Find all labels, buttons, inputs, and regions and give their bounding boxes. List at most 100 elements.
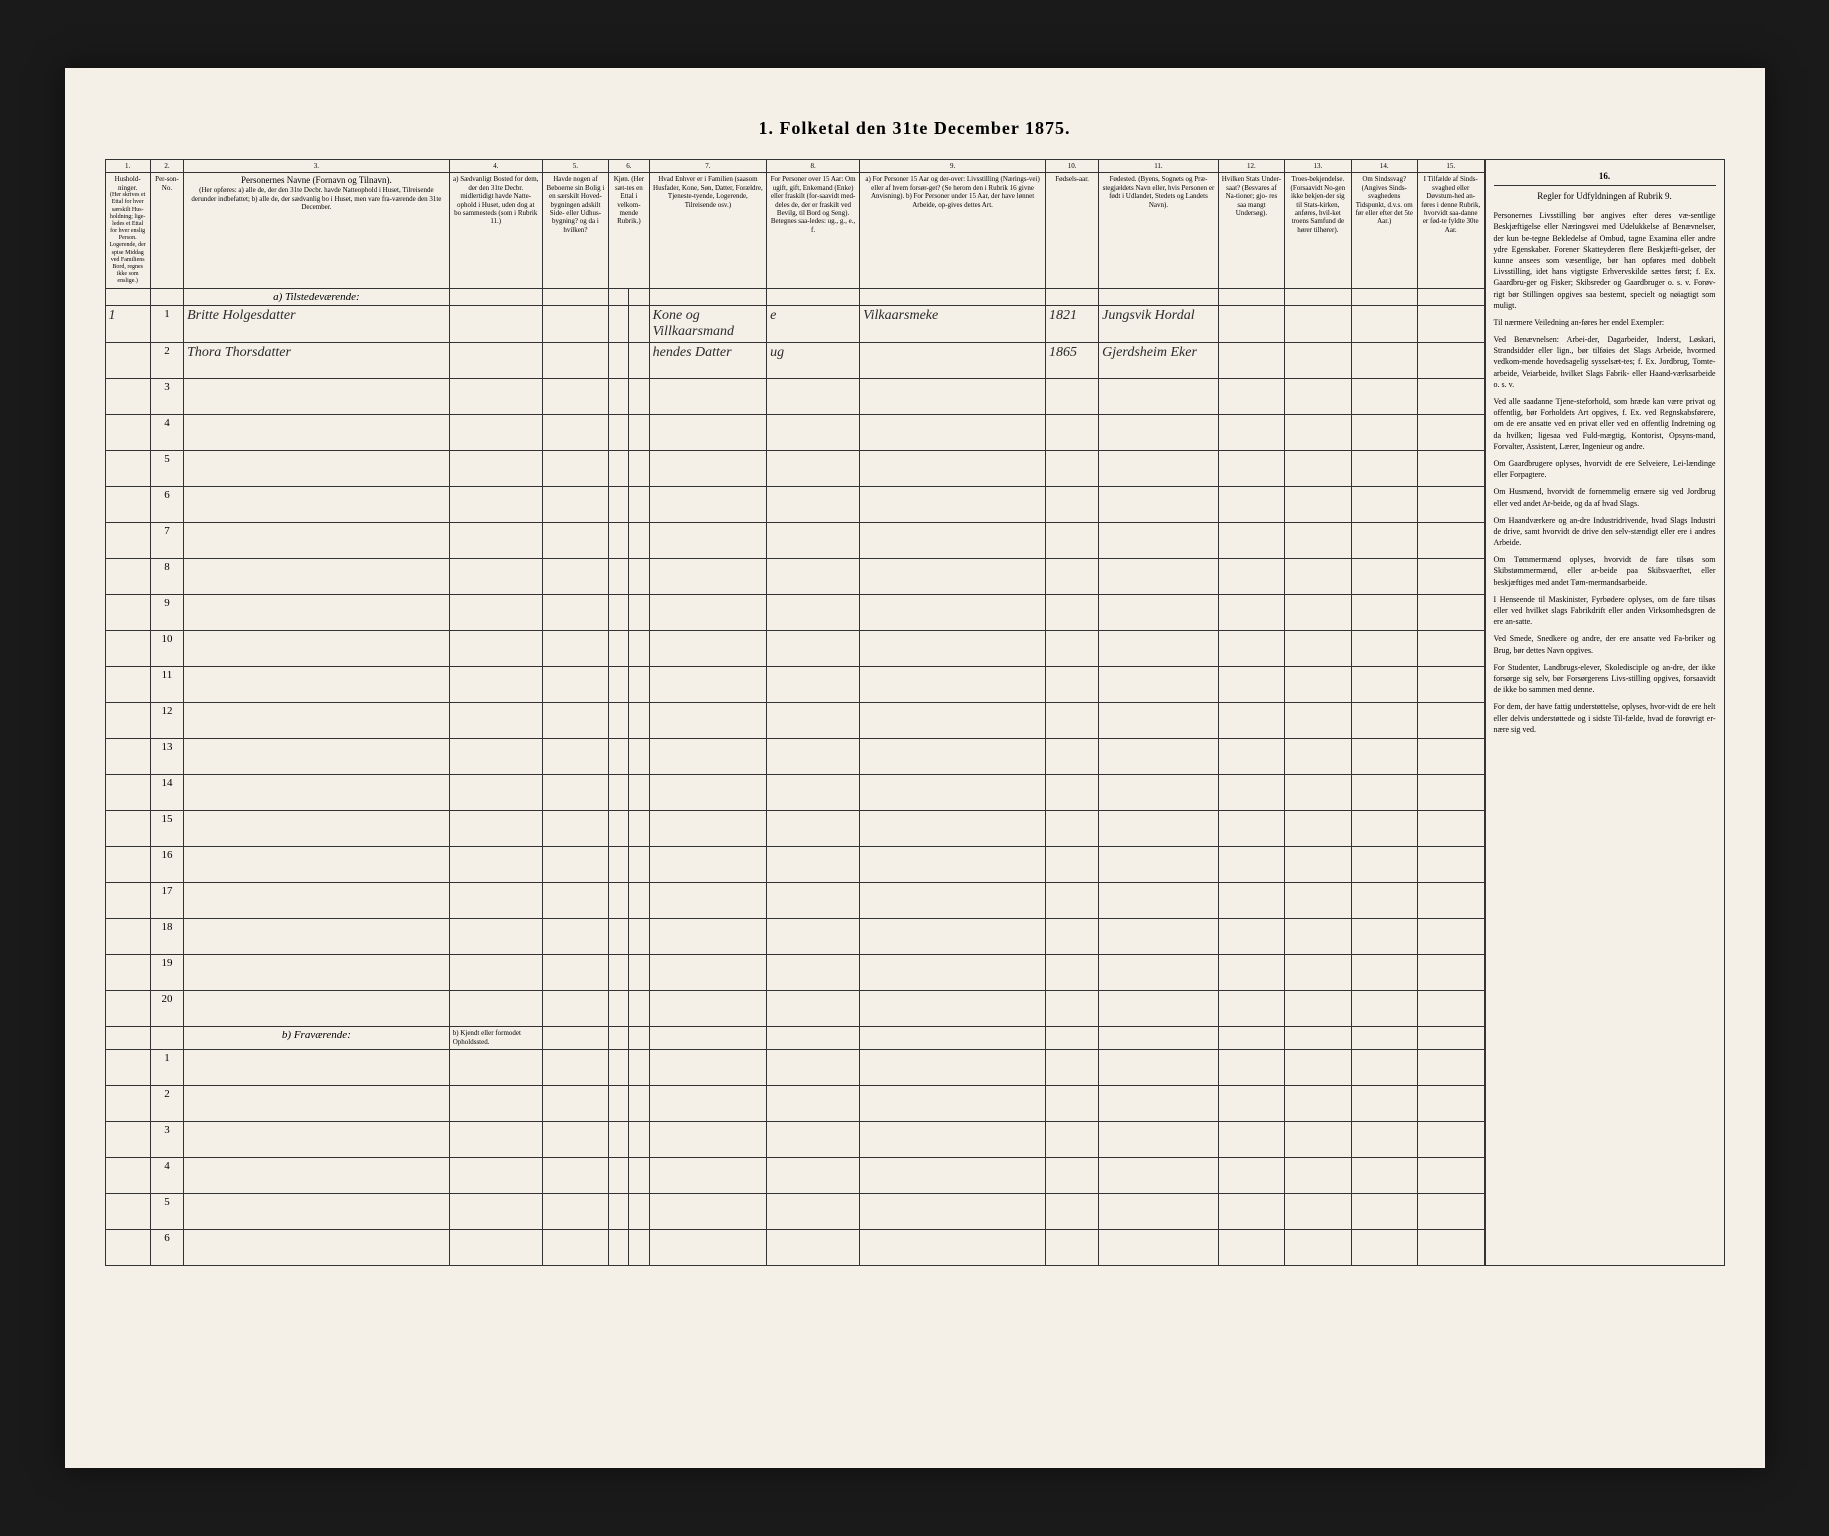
cell-7 [649, 1229, 766, 1265]
cell-4 [449, 1049, 542, 1085]
cell-15 [1417, 954, 1484, 990]
cell-person-num: 18 [150, 918, 183, 954]
cell-14 [1351, 630, 1417, 666]
cell-12 [1218, 522, 1284, 558]
cell-household [105, 594, 150, 630]
cell-9 [860, 558, 1046, 594]
cell-12 [1218, 305, 1284, 342]
cell-person-num: 4 [150, 1157, 183, 1193]
cell-person-num: 2 [150, 342, 183, 378]
instructions-title: Regler for Udfyldningen af Rubrik 9. [1494, 190, 1716, 203]
cell-5 [542, 414, 608, 450]
cell-15 [1417, 558, 1484, 594]
cell-6a [609, 378, 629, 414]
cell-13 [1285, 918, 1351, 954]
cell-person-num: 20 [150, 990, 183, 1026]
cell-8 [767, 990, 860, 1026]
cell-4 [449, 666, 542, 702]
instruction-paragraph: Om Husmænd, hvorvidt de fornemmelig ernæ… [1494, 486, 1716, 508]
cell-4 [449, 1085, 542, 1121]
cell-4 [449, 882, 542, 918]
header-1: Hushold-ninger. (Her skrives et Ettal fo… [105, 173, 150, 288]
cell-13 [1285, 666, 1351, 702]
col-num-11: 11. [1099, 160, 1219, 173]
cell-household [105, 1193, 150, 1229]
cell-person-num: 1 [150, 305, 183, 342]
cell-10 [1046, 1229, 1099, 1265]
instruction-paragraph: Ved Smede, Snedkere og andre, der ere an… [1494, 633, 1716, 655]
cell-13 [1285, 1229, 1351, 1265]
table-row: 9 [105, 594, 1484, 630]
cell-10 [1046, 1157, 1099, 1193]
col-num-2: 2. [150, 160, 183, 173]
cell-8 [767, 1049, 860, 1085]
cell-11 [1099, 918, 1219, 954]
section-absent-label: b) Fraværende: [184, 1026, 450, 1049]
cell-10 [1046, 666, 1099, 702]
cell-13 [1285, 450, 1351, 486]
cell-7 [649, 450, 766, 486]
cell-13 [1285, 702, 1351, 738]
cell-6a [609, 1193, 629, 1229]
cell-9 [860, 1229, 1046, 1265]
cell-7 [649, 846, 766, 882]
cell-household [105, 486, 150, 522]
cell-8 [767, 810, 860, 846]
cell-6b [629, 378, 649, 414]
cell-15 [1417, 1157, 1484, 1193]
cell-7 [649, 1049, 766, 1085]
cell-14 [1351, 738, 1417, 774]
cell-15 [1417, 1121, 1484, 1157]
cell-8 [767, 414, 860, 450]
table-row: 6 [105, 1229, 1484, 1265]
cell-11 [1099, 558, 1219, 594]
col-num-1: 1. [105, 160, 150, 173]
cell-6a [609, 1049, 629, 1085]
cell-4 [449, 810, 542, 846]
header-12: Hvilken Stats Under-saat? (Besvares af N… [1218, 173, 1284, 288]
cell-10 [1046, 1085, 1099, 1121]
table-row: 12 [105, 702, 1484, 738]
cell-12 [1218, 414, 1284, 450]
cell-9 [860, 522, 1046, 558]
col-num-3: 3. [184, 160, 450, 173]
cell-11 [1099, 486, 1219, 522]
cell-person-num: 11 [150, 666, 183, 702]
cell-7 [649, 990, 766, 1026]
cell-person-num: 1 [150, 1049, 183, 1085]
cell-10 [1046, 702, 1099, 738]
cell-14 [1351, 918, 1417, 954]
cell-6b [629, 522, 649, 558]
cell-person-num: 7 [150, 522, 183, 558]
cell-9 [860, 1157, 1046, 1193]
cell-7 [649, 666, 766, 702]
cell-7: Kone og Villkaarsmand [649, 305, 766, 342]
cell-4 [449, 1193, 542, 1229]
cell-6b [629, 414, 649, 450]
cell-14 [1351, 702, 1417, 738]
cell-6b [629, 594, 649, 630]
cell-household [105, 414, 150, 450]
cell-6a [609, 954, 629, 990]
cell-7 [649, 1085, 766, 1121]
cell-11 [1099, 1157, 1219, 1193]
cell-15 [1417, 630, 1484, 666]
cell-14 [1351, 1193, 1417, 1229]
cell-14 [1351, 810, 1417, 846]
cell-household [105, 918, 150, 954]
cell-14 [1351, 954, 1417, 990]
table-row: 13 [105, 738, 1484, 774]
cell-6a [609, 990, 629, 1026]
cell-5 [542, 918, 608, 954]
cell-10 [1046, 558, 1099, 594]
cell-name [184, 1121, 450, 1157]
cell-6b [629, 630, 649, 666]
cell-6b [629, 954, 649, 990]
cell-15 [1417, 738, 1484, 774]
cell-15 [1417, 846, 1484, 882]
cell-12 [1218, 810, 1284, 846]
cell-household [105, 954, 150, 990]
cell-10 [1046, 1193, 1099, 1229]
page-title: 1. Folketal den 31te December 1875. [105, 118, 1725, 139]
cell-8 [767, 450, 860, 486]
